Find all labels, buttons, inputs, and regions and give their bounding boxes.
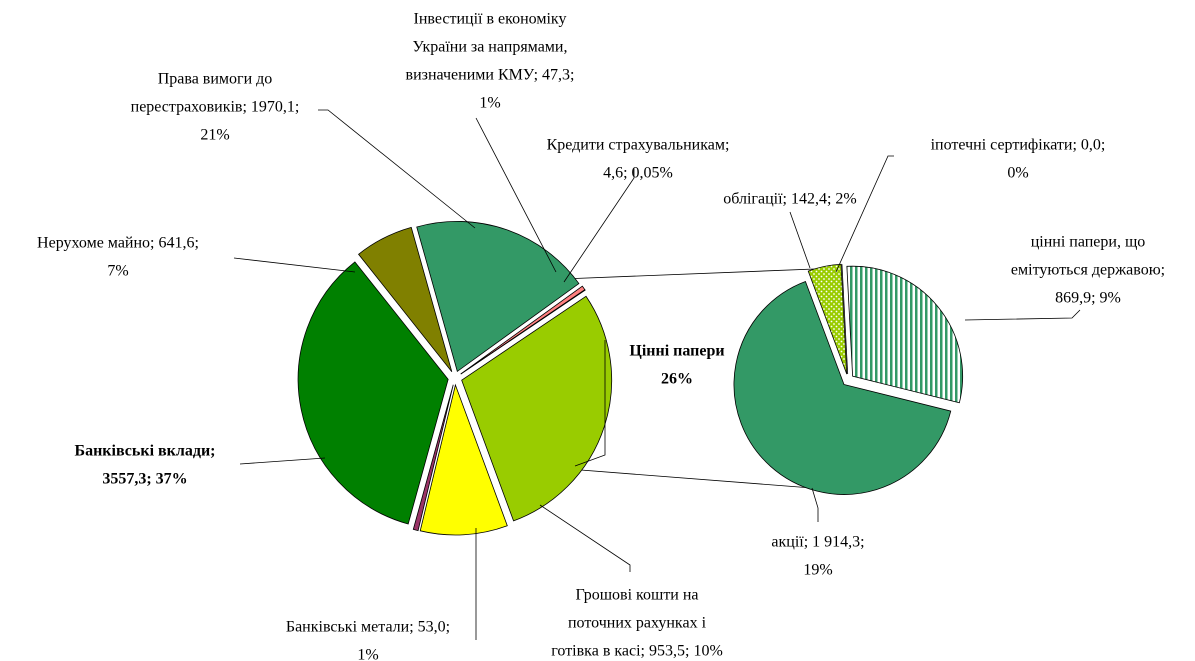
data-label: 19% — [803, 562, 832, 579]
pie-slice — [733, 280, 952, 495]
pie-slice — [419, 383, 508, 536]
data-label: готівка в касі; 953,5; 10% — [551, 643, 723, 660]
data-label: іпотечні сертифікати; 0,0; — [931, 137, 1106, 154]
connector-line — [567, 468, 813, 489]
data-label: 869,9; 9% — [1055, 290, 1121, 307]
leader-line — [835, 155, 894, 273]
leader-line — [563, 168, 635, 283]
data-label: Банківські вклади; — [75, 443, 216, 460]
leader-line — [239, 457, 326, 465]
pie-slice — [846, 265, 964, 404]
data-label: 0% — [1007, 165, 1028, 182]
data-label: 1% — [479, 95, 500, 112]
data-label: визначеними КМУ; 47,3; — [406, 67, 575, 84]
data-label: поточних рахунках і — [568, 615, 707, 632]
pie-slice — [358, 226, 453, 373]
data-label: 26% — [661, 371, 693, 388]
leader-line — [789, 211, 811, 269]
data-label: перестраховиків; 1970,1; — [131, 99, 300, 116]
data-label: емітуються державою; — [1011, 262, 1165, 279]
pie-slice — [297, 261, 449, 525]
pie-slice — [807, 263, 848, 375]
leader-line — [475, 117, 557, 273]
data-label: Кредити страхувальникам; — [547, 137, 730, 154]
leader-line — [318, 109, 476, 229]
pie-slice — [841, 264, 849, 375]
data-label: Інвестиції в економіку — [414, 11, 567, 28]
leader-line — [964, 309, 1081, 321]
pie-slice — [460, 289, 586, 375]
data-label: 21% — [200, 127, 229, 144]
data-label: 7% — [107, 263, 128, 280]
data-label: 4,6; 0,05% — [603, 165, 673, 182]
data-label: 1% — [357, 647, 378, 661]
data-label: цінні папери, що — [1031, 234, 1146, 251]
data-label: Цінні папери — [629, 343, 724, 360]
pie-slice — [412, 384, 454, 532]
leader-line — [539, 504, 631, 572]
pie-slice — [416, 220, 580, 373]
leader-line — [811, 487, 819, 522]
data-label: 3557,3; 37% — [102, 471, 187, 488]
data-label: Права вимоги до — [158, 71, 273, 88]
data-label: акції; 1 914,3; — [771, 534, 864, 551]
data-label: Грошові кошти на — [575, 587, 698, 604]
data-label: Нерухоме майно; 641,6; — [37, 235, 199, 252]
data-label: України за напрямами, — [413, 39, 568, 56]
connector-line — [561, 267, 841, 280]
data-label: облігації; 142,4; 2% — [723, 191, 857, 208]
data-label: Банківські метали; 53,0; — [286, 619, 450, 636]
leader-line — [574, 340, 606, 467]
leader-line — [233, 257, 356, 273]
